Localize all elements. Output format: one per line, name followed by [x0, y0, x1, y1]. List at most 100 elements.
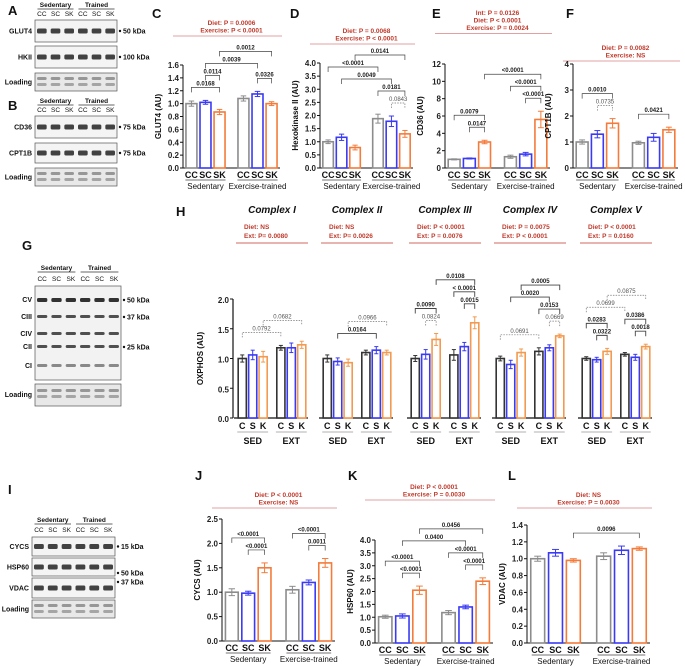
blot-box — [31, 557, 116, 577]
blot-group-label: Sedentary — [40, 2, 72, 9]
blot-box — [31, 536, 116, 557]
x-tick-label: C — [363, 421, 370, 431]
kda-marker: 50 kDa — [123, 29, 146, 36]
y-tick-label: 0.2 — [168, 151, 180, 160]
protein-band — [75, 585, 86, 591]
bar-SC — [462, 157, 477, 169]
loading-band — [65, 395, 76, 398]
p-value: 0.0843 — [389, 97, 408, 103]
comparison-bracket — [341, 78, 392, 85]
protein-band — [50, 124, 61, 130]
stats-text: Exercise: NS — [259, 500, 299, 507]
lane-label: SC — [51, 107, 60, 114]
p-value: 0.0114 — [204, 69, 223, 75]
bar-C — [237, 357, 248, 419]
bar-C — [581, 357, 592, 419]
blot-group-label: Trained — [85, 98, 108, 105]
bar-CC — [595, 555, 612, 644]
bar-SC — [385, 120, 398, 169]
lane-label: CC — [80, 276, 90, 283]
protein-band — [64, 28, 74, 34]
group-label: EXT — [627, 436, 645, 446]
p-value: 0.0153 — [540, 303, 559, 309]
x-tick-label: SC — [396, 645, 409, 655]
p-value: 0.0168 — [196, 81, 215, 87]
protein-band — [37, 345, 48, 348]
y-tick-label: 0.4 — [168, 138, 180, 147]
x-tick-label: SK — [535, 170, 548, 180]
group-label: SED — [416, 436, 435, 446]
stats-text: Exercise: P < 0.0001 — [200, 28, 263, 35]
group-label: Sedentary — [230, 655, 266, 664]
y-tick-label: 0.0 — [168, 164, 180, 173]
protein-band — [75, 564, 86, 570]
bar-C — [533, 350, 544, 419]
bar-S — [591, 358, 602, 419]
y-tick-label: 1.6 — [168, 61, 180, 70]
row-label: CYCS — [10, 544, 30, 551]
row-label: CII — [23, 344, 32, 351]
x-tick-label: S — [335, 421, 341, 431]
comparison-bracket — [435, 279, 476, 285]
panel-label: H — [176, 204, 185, 219]
p-value: 0.0966 — [358, 316, 377, 322]
stats-text: Ext: P = 0.0160 — [588, 233, 634, 240]
protein-band — [94, 332, 105, 335]
lane-label: SC — [92, 107, 101, 114]
loading-band — [37, 178, 47, 181]
protein-band — [50, 150, 61, 156]
x-tick-label: S — [461, 421, 467, 431]
kda-marker: 75 kDa — [123, 125, 146, 132]
loading-band — [65, 389, 76, 392]
bar-CC — [285, 588, 300, 642]
comparison-bracket — [596, 105, 613, 111]
marker-dot — [122, 345, 126, 349]
row-label: GLUT4 — [9, 29, 32, 36]
loading-band — [75, 604, 86, 607]
p-value: <0.0001 — [298, 528, 321, 534]
p-value: <0.0001 — [463, 559, 486, 565]
comparison-bracket — [391, 102, 406, 109]
row-label: HSP60 — [7, 565, 29, 572]
x-tick-label: C — [497, 421, 504, 431]
y-tick-label: 1.0 — [168, 100, 180, 109]
stats-text: Ext: P = 0.0076 — [417, 233, 463, 240]
protein-band — [108, 315, 119, 318]
y-tick-label: 3.5 — [360, 549, 372, 558]
lane-label: CC — [37, 11, 47, 18]
bar-C — [448, 354, 459, 419]
group-label: EXT — [368, 436, 386, 446]
comparison-bracket — [624, 318, 647, 325]
kda-marker: 37 kDa — [121, 580, 144, 587]
p-value: <0.0001 — [342, 61, 365, 67]
comparison-bracket — [572, 532, 640, 539]
bar-SC — [547, 552, 564, 644]
comparison-bracket — [525, 97, 542, 104]
protein-band — [34, 544, 44, 549]
blot-panel-I: I Sedentary Trained CC SC SK CC SC SK CYCS 15 kDa H… — [2, 482, 144, 619]
protein-band — [65, 364, 76, 367]
group-label: Sedentary — [451, 182, 487, 191]
row-label: CPT1B — [9, 151, 32, 158]
loading-band — [47, 610, 58, 613]
stats-text: Diet: P < 0.0001 — [410, 484, 458, 491]
lane-label: SK — [104, 527, 113, 534]
p-value: 0.0824 — [422, 315, 441, 321]
blot-box — [34, 142, 118, 164]
bar-CC — [237, 97, 250, 169]
protein-band — [89, 585, 100, 591]
bar-CC — [447, 158, 461, 169]
bar-SK — [475, 580, 491, 644]
protein-band — [47, 585, 58, 591]
x-tick-label: SK — [476, 645, 489, 655]
kda-marker: 50 kDa — [121, 571, 144, 578]
panel-label: J — [195, 468, 202, 483]
comparison-bracket — [337, 333, 377, 339]
bar-CC — [377, 615, 393, 644]
loading-band — [78, 83, 88, 86]
protein-band — [50, 28, 61, 34]
protein-band — [51, 298, 62, 302]
x-tick-label: K — [383, 421, 390, 431]
